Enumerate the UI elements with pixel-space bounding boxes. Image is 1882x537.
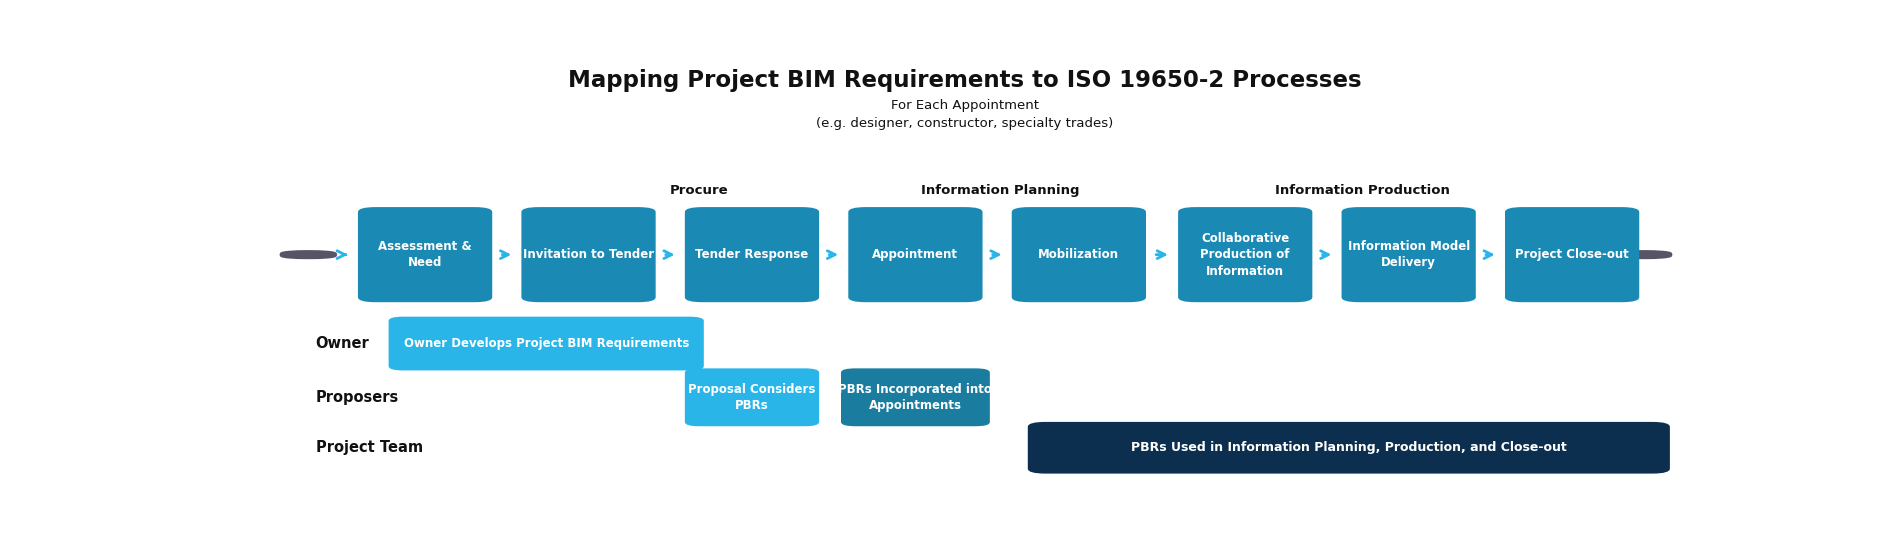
- Text: Assessment &
Need: Assessment & Need: [378, 240, 472, 270]
- Text: Project Close-out: Project Close-out: [1515, 248, 1628, 261]
- FancyBboxPatch shape: [521, 207, 655, 302]
- FancyBboxPatch shape: [1504, 207, 1639, 302]
- Text: Appointment: Appointment: [871, 248, 958, 261]
- FancyBboxPatch shape: [1178, 207, 1312, 302]
- FancyBboxPatch shape: [1340, 207, 1475, 302]
- Text: Proposers: Proposers: [316, 390, 399, 405]
- Text: For Each Appointment: For Each Appointment: [890, 99, 1039, 112]
- FancyBboxPatch shape: [685, 368, 819, 426]
- Text: Invitation to Tender: Invitation to Tender: [523, 248, 653, 261]
- Text: PBRs Incorporated into
Appointments: PBRs Incorporated into Appointments: [837, 382, 992, 412]
- Text: Procure: Procure: [670, 184, 728, 197]
- Text: Information Model
Delivery: Information Model Delivery: [1348, 240, 1470, 270]
- Text: (e.g. designer, constructor, specialty trades): (e.g. designer, constructor, specialty t…: [817, 117, 1112, 129]
- Text: Mapping Project BIM Requirements to ISO 19650-2 Processes: Mapping Project BIM Requirements to ISO …: [568, 69, 1361, 92]
- Text: Owner Develops Project BIM Requirements: Owner Develops Project BIM Requirements: [403, 337, 689, 350]
- Text: Proposal Considers
PBRs: Proposal Considers PBRs: [689, 382, 815, 412]
- Text: Information Production: Information Production: [1274, 184, 1449, 197]
- FancyBboxPatch shape: [358, 207, 491, 302]
- FancyBboxPatch shape: [847, 207, 982, 302]
- Text: Information Planning: Information Planning: [920, 184, 1078, 197]
- FancyBboxPatch shape: [388, 317, 704, 371]
- FancyBboxPatch shape: [685, 207, 819, 302]
- FancyBboxPatch shape: [1028, 422, 1669, 474]
- Text: PBRs Used in Information Planning, Production, and Close-out: PBRs Used in Information Planning, Produ…: [1131, 441, 1566, 454]
- Text: Owner: Owner: [316, 336, 369, 351]
- Text: Mobilization: Mobilization: [1037, 248, 1118, 261]
- FancyBboxPatch shape: [1011, 207, 1146, 302]
- Text: Tender Response: Tender Response: [694, 248, 807, 261]
- Text: Project Team: Project Team: [316, 440, 423, 455]
- Text: Collaborative
Production of
Information: Collaborative Production of Information: [1201, 231, 1289, 278]
- FancyBboxPatch shape: [841, 368, 990, 426]
